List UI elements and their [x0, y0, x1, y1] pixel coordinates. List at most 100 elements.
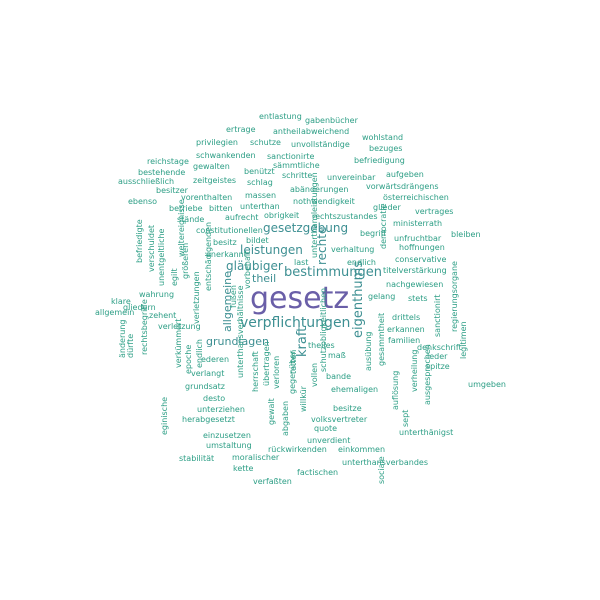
word: gesetz [250, 281, 350, 316]
word: quote [314, 424, 338, 433]
word: vollen [310, 362, 319, 387]
word: unterthan [240, 202, 280, 211]
word: verkümmert [174, 318, 183, 368]
word: reichstage [147, 157, 189, 166]
word: zeitgeistes [193, 176, 237, 185]
word: begriff [360, 229, 387, 238]
word: desto [203, 394, 226, 403]
word: verhaltung [331, 245, 375, 254]
word: ausübung [364, 331, 373, 371]
word: vertrages [415, 207, 454, 216]
word: antheil [273, 127, 301, 136]
word: größeren [181, 242, 190, 279]
word: schutzobligkeitlichen [319, 287, 328, 372]
word: enerkannt [206, 250, 247, 259]
word: legitimen [459, 321, 468, 359]
word: österreichischen [383, 193, 449, 202]
word: denkschrift [417, 343, 462, 352]
word: vorenthalten [181, 193, 233, 202]
word: aufgeben [386, 170, 424, 179]
word: herabgesetzt [182, 415, 235, 424]
word: wahrung [139, 290, 175, 299]
word: besitzer [156, 186, 188, 195]
word: volksvertreter [311, 415, 368, 424]
word: bestehende [138, 168, 186, 177]
word: obrigkeit [264, 211, 300, 220]
word: leder [427, 352, 448, 361]
word: unterthansverhältnisse [236, 285, 245, 378]
word: privilegien [196, 138, 238, 147]
word: nothwendigkeit [293, 197, 355, 206]
word: unvollständige [291, 140, 350, 149]
word: unterthänigst [399, 428, 454, 437]
word: verfaßten [253, 477, 292, 486]
word: entlastung [259, 112, 302, 121]
word: endlich [347, 258, 376, 267]
word: rechtsbegriffe [140, 299, 149, 355]
word: stets [408, 294, 428, 303]
word: bitten [209, 204, 233, 213]
word: auflösung [391, 370, 400, 410]
word: moralischer [232, 453, 280, 462]
word: gliedern [123, 303, 156, 312]
word: bande [326, 372, 352, 381]
word: gelang [368, 292, 396, 301]
word: wohlstand [362, 133, 404, 142]
word: endlich [195, 339, 204, 368]
word: unterthansverbandes [342, 458, 428, 467]
word: nachgewiesen [386, 280, 444, 289]
word: bestimmungen [284, 265, 383, 280]
word: sociale [377, 456, 386, 484]
word: hoffnungen [399, 243, 445, 252]
word: klare [111, 297, 131, 306]
word: schritte [282, 171, 313, 180]
word: gabenbücher [305, 116, 358, 125]
word: erkannen [387, 325, 425, 334]
word: factischen [297, 468, 339, 477]
word: allgemein [95, 308, 135, 317]
word: unentgeltliche [157, 228, 166, 286]
word: bezuges [369, 144, 403, 153]
word: stände [177, 215, 205, 224]
word: schutze [250, 138, 281, 147]
word: schwankenden [196, 151, 256, 160]
word: gläubiger [226, 259, 283, 273]
word: theil [252, 272, 277, 285]
word: verletzungen [192, 271, 201, 324]
word: unterthansleistungen [310, 172, 319, 258]
word: gesetzgebung [263, 221, 349, 235]
word: gewalt [267, 398, 276, 425]
word: willkür [299, 386, 308, 412]
word: leistungen [240, 243, 303, 257]
word: dürfte [126, 333, 135, 358]
word: zehent [149, 311, 177, 320]
word: egilt [170, 268, 179, 286]
word: betriebe [169, 204, 203, 213]
word: ausschließlich [118, 177, 175, 186]
word: theiles [308, 341, 335, 350]
word: befriedigte [135, 219, 144, 263]
word: schlag [247, 178, 273, 187]
word: conservative [395, 255, 447, 264]
word: sanctionirt [433, 294, 442, 337]
word: glieder [373, 203, 401, 212]
word: abgaben [281, 400, 290, 436]
word: unverdient [307, 436, 351, 445]
word: befriedigung [354, 156, 405, 165]
word: verlangt [191, 369, 225, 378]
word: rückwirkenden [268, 445, 327, 454]
word: verpflichtungen [240, 315, 351, 331]
word: sämmtliche [273, 161, 320, 170]
word: ministerrath [393, 219, 443, 228]
word: besitze [333, 404, 362, 413]
word: ertrage [226, 125, 256, 134]
word: umstaltung [206, 441, 252, 450]
word: unvereinbar [327, 173, 376, 182]
word: drittels [392, 313, 421, 322]
word: aufrecht [225, 213, 259, 222]
word: benützt [244, 167, 275, 176]
word: maß [328, 351, 346, 360]
word: besitz [213, 238, 237, 247]
word: familien [388, 336, 421, 345]
word: massen [245, 191, 277, 200]
